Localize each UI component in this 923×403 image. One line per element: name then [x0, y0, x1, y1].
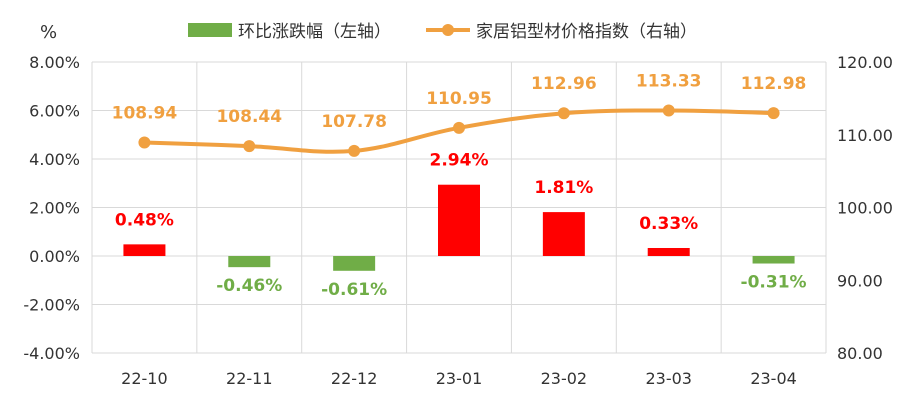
line-point [662, 104, 675, 117]
bar [228, 256, 271, 268]
line-point [767, 107, 780, 120]
y-right-tick-label: 110.00 [837, 126, 893, 145]
line-data-label: 113.33 [636, 72, 702, 92]
x-tick-label: 22-12 [331, 369, 378, 388]
data-labels: 0.48% -0.46% -0.61% 2.94% 1.81% 0.33% -0.31% 10… [112, 72, 807, 300]
bar [542, 212, 585, 256]
line-series [138, 104, 780, 157]
bar [752, 256, 795, 264]
y-left-tick-label: -2.00% [23, 296, 80, 315]
line-data-label: 108.44 [216, 107, 282, 127]
bar-data-label: 2.94% [430, 151, 489, 171]
line-data-label: 112.96 [531, 74, 597, 94]
bar [647, 247, 690, 256]
x-tick-label: 23-01 [436, 369, 483, 388]
bar-data-label: 0.48% [115, 210, 174, 230]
legend-label-bar: 环比涨跌幅（左轴） [238, 22, 391, 42]
bars [123, 184, 795, 271]
y-left-tick-label: 6.00% [29, 102, 80, 121]
line-data-label: 112.98 [741, 74, 807, 94]
grid [91, 61, 827, 354]
legend: 环比涨跌幅（左轴） 家居铝型材价格指数（右轴） [188, 22, 697, 42]
bar [123, 244, 166, 256]
line-point [348, 144, 361, 157]
y-right-tick-label: 120.00 [837, 53, 893, 72]
line-data-label: 107.78 [321, 112, 387, 132]
x-tick-label: 22-11 [226, 369, 273, 388]
bar-data-label: 0.33% [639, 214, 698, 234]
line-point [453, 121, 465, 134]
y-right-tick-label: 80.00 [837, 344, 883, 363]
x-tick-label: 23-04 [750, 369, 797, 388]
bar [333, 256, 376, 271]
x-tick-label: 23-02 [541, 369, 588, 388]
bar-data-label: -0.61% [321, 280, 387, 300]
y-right-tick-label: 90.00 [837, 271, 883, 290]
line-data-label: 110.95 [426, 89, 492, 109]
bar-data-label: -0.46% [216, 276, 282, 296]
y-left-tick-label: 2.00% [29, 199, 80, 218]
legend-label-line: 家居铝型材价格指数（右轴） [476, 22, 697, 42]
y-left-tick-label: -4.00% [23, 344, 80, 363]
legend-swatch-marker [442, 24, 454, 36]
y-left-unit: % [40, 22, 57, 43]
bar-data-label: -0.31% [741, 273, 807, 293]
line-point [243, 140, 256, 153]
y-left-tick-label: 0.00% [29, 247, 80, 266]
y-left-tick-label: 4.00% [29, 150, 80, 169]
axes: -4.00% -2.00% 0.00% 2.00% 4.00% 6.00% 8.00% 80.… [23, 53, 893, 388]
y-right-tick-label: 100.00 [837, 199, 893, 218]
line-point [138, 136, 151, 149]
bar-data-label: 1.81% [534, 178, 593, 198]
line-data-label: 108.94 [112, 103, 178, 123]
x-tick-label: 23-03 [645, 369, 692, 388]
bar [438, 184, 480, 256]
line-point [557, 107, 570, 120]
y-left-tick-label: 8.00% [29, 53, 80, 72]
legend-swatch-bar [188, 23, 232, 37]
x-tick-label: 22-10 [121, 369, 168, 388]
